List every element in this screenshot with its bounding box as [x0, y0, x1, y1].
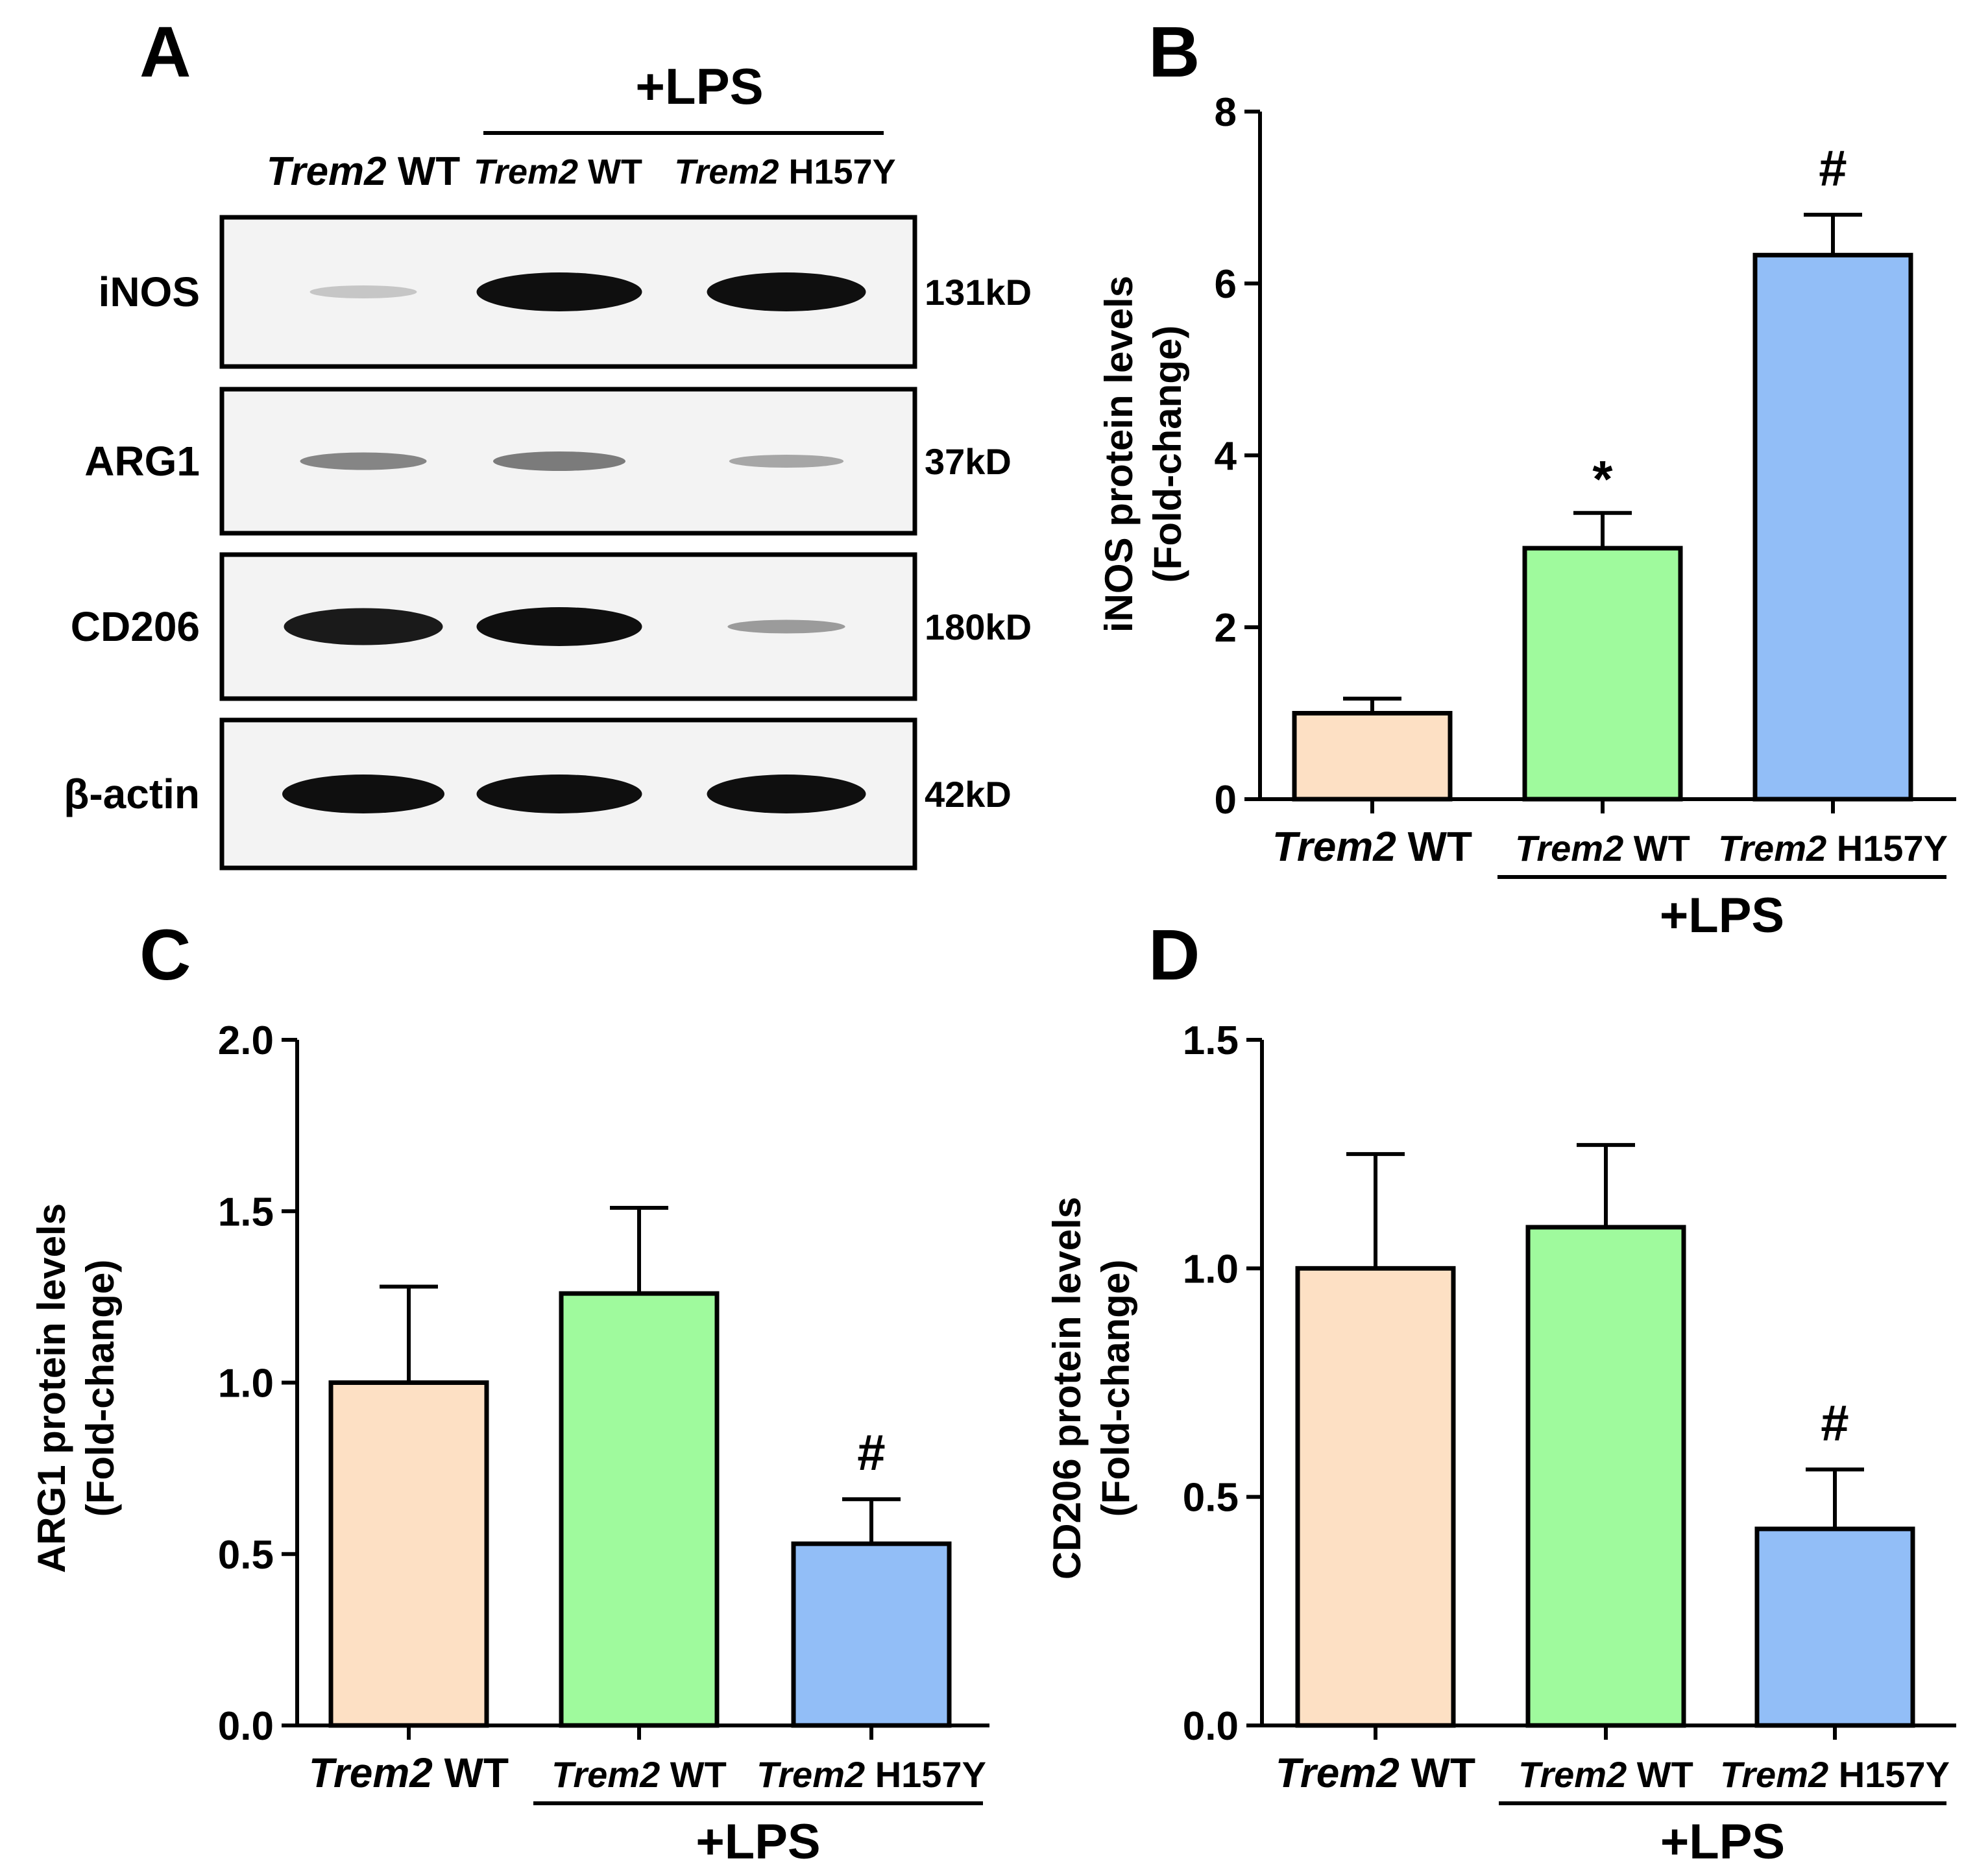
- y-axis-title: ARG1 protein levels: [30, 1203, 73, 1573]
- blot-row-inos: iNOS 131kD: [99, 215, 1032, 369]
- y-tick-label: 0: [1215, 778, 1237, 823]
- blot-band: [729, 455, 844, 468]
- y-tick-label: 0.5: [218, 1533, 274, 1578]
- significance-marker: #: [857, 1424, 885, 1481]
- panel-letter-b: B: [1148, 12, 1200, 92]
- y-axis-subtitle: (Fold-change): [1094, 1260, 1137, 1517]
- cd206-bar-chart: 0.0 0.5 1.0 1.5 Trem2 WT Trem2 WT # Trem2 H157Y…: [1045, 1018, 1956, 1869]
- x-category-label: Trem2 H157Y: [757, 1754, 986, 1795]
- x-category-label: Trem2 H157Y: [1720, 1754, 1950, 1795]
- blot-lps-label: +LPS: [635, 58, 763, 115]
- y-tick-label: 2: [1215, 606, 1237, 651]
- y-axis-subtitle: (Fold-change): [79, 1260, 122, 1517]
- blot-band: [282, 775, 444, 813]
- panel-letter-d: D: [1148, 915, 1200, 995]
- panel-letter-a: A: [139, 12, 191, 92]
- western-blot-panel: A +LPS Trem2 WT Trem2 WT Trem2 H157Y iNO…: [64, 12, 1032, 871]
- y-tick-label: 0.0: [218, 1704, 274, 1749]
- blot-size-label: 42kD: [925, 774, 1012, 815]
- blot-band: [727, 619, 845, 634]
- blot-band: [300, 452, 427, 470]
- x-category-label: Trem2 H157Y: [1718, 828, 1948, 869]
- blot-protein-label: iNOS: [99, 269, 200, 315]
- blot-band: [476, 272, 642, 311]
- panel-letter-c: C: [139, 915, 191, 995]
- y-tick-label: 1.0: [1183, 1247, 1239, 1291]
- bar: [1754, 1526, 1915, 1728]
- blot-band: [309, 285, 417, 298]
- bar: [559, 1291, 720, 1728]
- x-category-label: Trem2 WT: [1272, 823, 1472, 870]
- x-category-label: Trem2 WT: [1518, 1754, 1693, 1795]
- blot-lane-header-3: Trem2 H157Y: [674, 152, 895, 191]
- x-category-label: Trem2 WT: [1515, 828, 1690, 869]
- lps-group-label: +LPS: [1660, 888, 1784, 943]
- blot-band: [707, 272, 866, 311]
- blot-lane-header-1: Trem2 WT: [267, 149, 461, 194]
- bar: [1292, 711, 1453, 802]
- blot-band: [284, 608, 443, 645]
- arg1-bar-chart: 0.0 0.5 1.0 1.5 2.0 Trem2 WT Trem2 WT # Trem2 H1…: [30, 1018, 989, 1869]
- x-category-label: Trem2 WT: [552, 1754, 727, 1795]
- blot-protein-label: β-actin: [64, 771, 200, 817]
- blot-rows: iNOS 131kD ARG1 37kD CD206 180kD β-actin 42kD: [64, 215, 1032, 871]
- significance-marker: #: [1819, 139, 1847, 197]
- blot-size-label: 37kD: [925, 441, 1012, 482]
- blot-lane-header-2: Trem2 WT: [474, 152, 642, 191]
- significance-marker: #: [1821, 1394, 1849, 1451]
- y-tick-label: 4: [1215, 434, 1237, 479]
- x-category-label: Trem2 WT: [309, 1749, 509, 1796]
- y-tick-label: 8: [1215, 90, 1237, 135]
- y-tick-label: 1.5: [218, 1190, 274, 1234]
- y-tick-label: 1.5: [1183, 1018, 1239, 1063]
- blot-size-label: 131kD: [925, 272, 1032, 313]
- y-tick-label: 0.5: [1183, 1476, 1239, 1520]
- bar: [1522, 546, 1683, 802]
- inos-bar-chart: 0 2 4 6 8 Trem2 WT * Trem2 WT # Trem2 H157Y +LPS iN…: [1097, 90, 1956, 943]
- blot-band: [707, 775, 866, 813]
- y-axis-title: iNOS protein levels: [1097, 276, 1141, 632]
- blot-band: [493, 451, 625, 471]
- blot-protein-label: CD206: [71, 603, 200, 650]
- significance-marker: *: [1592, 450, 1613, 508]
- lps-group-label: +LPS: [696, 1814, 820, 1869]
- blot-band: [476, 775, 642, 813]
- y-tick-label: 2.0: [218, 1018, 274, 1063]
- blot-size-label: 180kD: [925, 607, 1032, 647]
- y-axis-subtitle: (Fold-change): [1146, 326, 1189, 583]
- bar: [1752, 252, 1913, 802]
- bar: [1295, 1266, 1456, 1728]
- y-axis-title: CD206 protein levels: [1045, 1197, 1089, 1580]
- blot-band: [476, 607, 642, 646]
- blot-row-cd206: CD206 180kD: [71, 552, 1032, 701]
- bar: [328, 1380, 489, 1728]
- y-tick-label: 0.0: [1183, 1704, 1239, 1749]
- y-tick-label: 6: [1215, 262, 1237, 307]
- blot-protein-label: ARG1: [84, 438, 200, 485]
- blot-row-actin: β-actin 42kD: [64, 717, 1012, 871]
- bar: [791, 1541, 952, 1728]
- bar: [1525, 1225, 1686, 1728]
- lps-group-label: +LPS: [1660, 1814, 1785, 1869]
- x-category-label: Trem2 WT: [1276, 1749, 1475, 1796]
- y-tick-label: 1.0: [218, 1362, 274, 1406]
- blot-row-arg1: ARG1 37kD: [84, 387, 1012, 536]
